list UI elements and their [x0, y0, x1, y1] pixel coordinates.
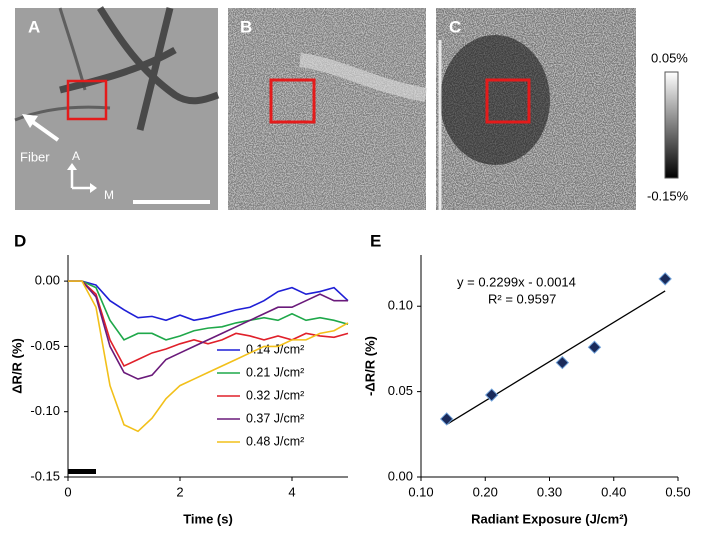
y-axis-label: -ΔR/R (%) [362, 336, 377, 396]
y-tick-label: -0.10 [30, 403, 60, 418]
medial-label: M [104, 188, 114, 202]
panel-label: D [14, 231, 26, 250]
y-axis-label: ΔR/R (%) [9, 338, 24, 394]
fiber-label: Fiber [20, 149, 50, 164]
anterior-label: A [72, 149, 80, 163]
x-tick-label: 0 [64, 484, 71, 499]
x-tick-label: 0.20 [473, 484, 498, 499]
data-point [484, 388, 499, 402]
y-tick-label: 0.10 [388, 298, 413, 313]
panel-label: A [28, 17, 40, 36]
x-tick-label: 0.30 [537, 484, 562, 499]
data-line [68, 280, 349, 433]
data-point [587, 340, 602, 354]
x-tick-label: 4 [288, 484, 295, 499]
y-tick-label: 0.00 [35, 273, 60, 288]
x-tick-label: 2 [176, 484, 183, 499]
data-line [68, 280, 349, 341]
colorbar-min: -0.15% [647, 188, 689, 203]
panel-a-image [14, 6, 220, 210]
y-tick-label: 0.05 [388, 383, 413, 398]
panel-label: E [370, 231, 381, 250]
legend-label: 0.21 J/cm² [246, 365, 304, 379]
legend-label: 0.32 J/cm² [246, 388, 304, 402]
legend-label: 0.48 J/cm² [246, 434, 304, 448]
stimulus-bar [68, 469, 96, 474]
y-tick-label: -0.15 [30, 468, 60, 483]
legend-label: 0.14 J/cm² [246, 342, 304, 356]
fit-equation: y = 0.2299x - 0.0014 [457, 274, 576, 289]
panel-label: B [240, 17, 252, 36]
y-tick-label: -0.05 [30, 338, 60, 353]
panel-b-image [228, 8, 428, 210]
panel-c-image [436, 8, 636, 210]
data-line [68, 280, 349, 322]
legend-label: 0.37 J/cm² [246, 411, 304, 425]
data-point [555, 355, 570, 370]
data-point [658, 272, 672, 286]
y-tick-label: 0.00 [388, 468, 413, 483]
panel-label: C [449, 17, 461, 36]
colorbar-max: 0.05% [651, 50, 688, 65]
x-axis-label: Radiant Exposure (J/cm²) [471, 511, 628, 526]
data-point [439, 412, 454, 426]
x-tick-label: 0.40 [601, 484, 626, 499]
fit-r-squared: R² = 0.9597 [488, 291, 556, 306]
fit-line [446, 290, 666, 425]
x-tick-label: 0.10 [408, 484, 433, 499]
x-tick-label: 0.50 [665, 484, 690, 499]
colorbar [664, 71, 679, 179]
data-line [68, 280, 348, 380]
x-axis-label: Time (s) [183, 511, 233, 526]
data-line [68, 280, 349, 368]
